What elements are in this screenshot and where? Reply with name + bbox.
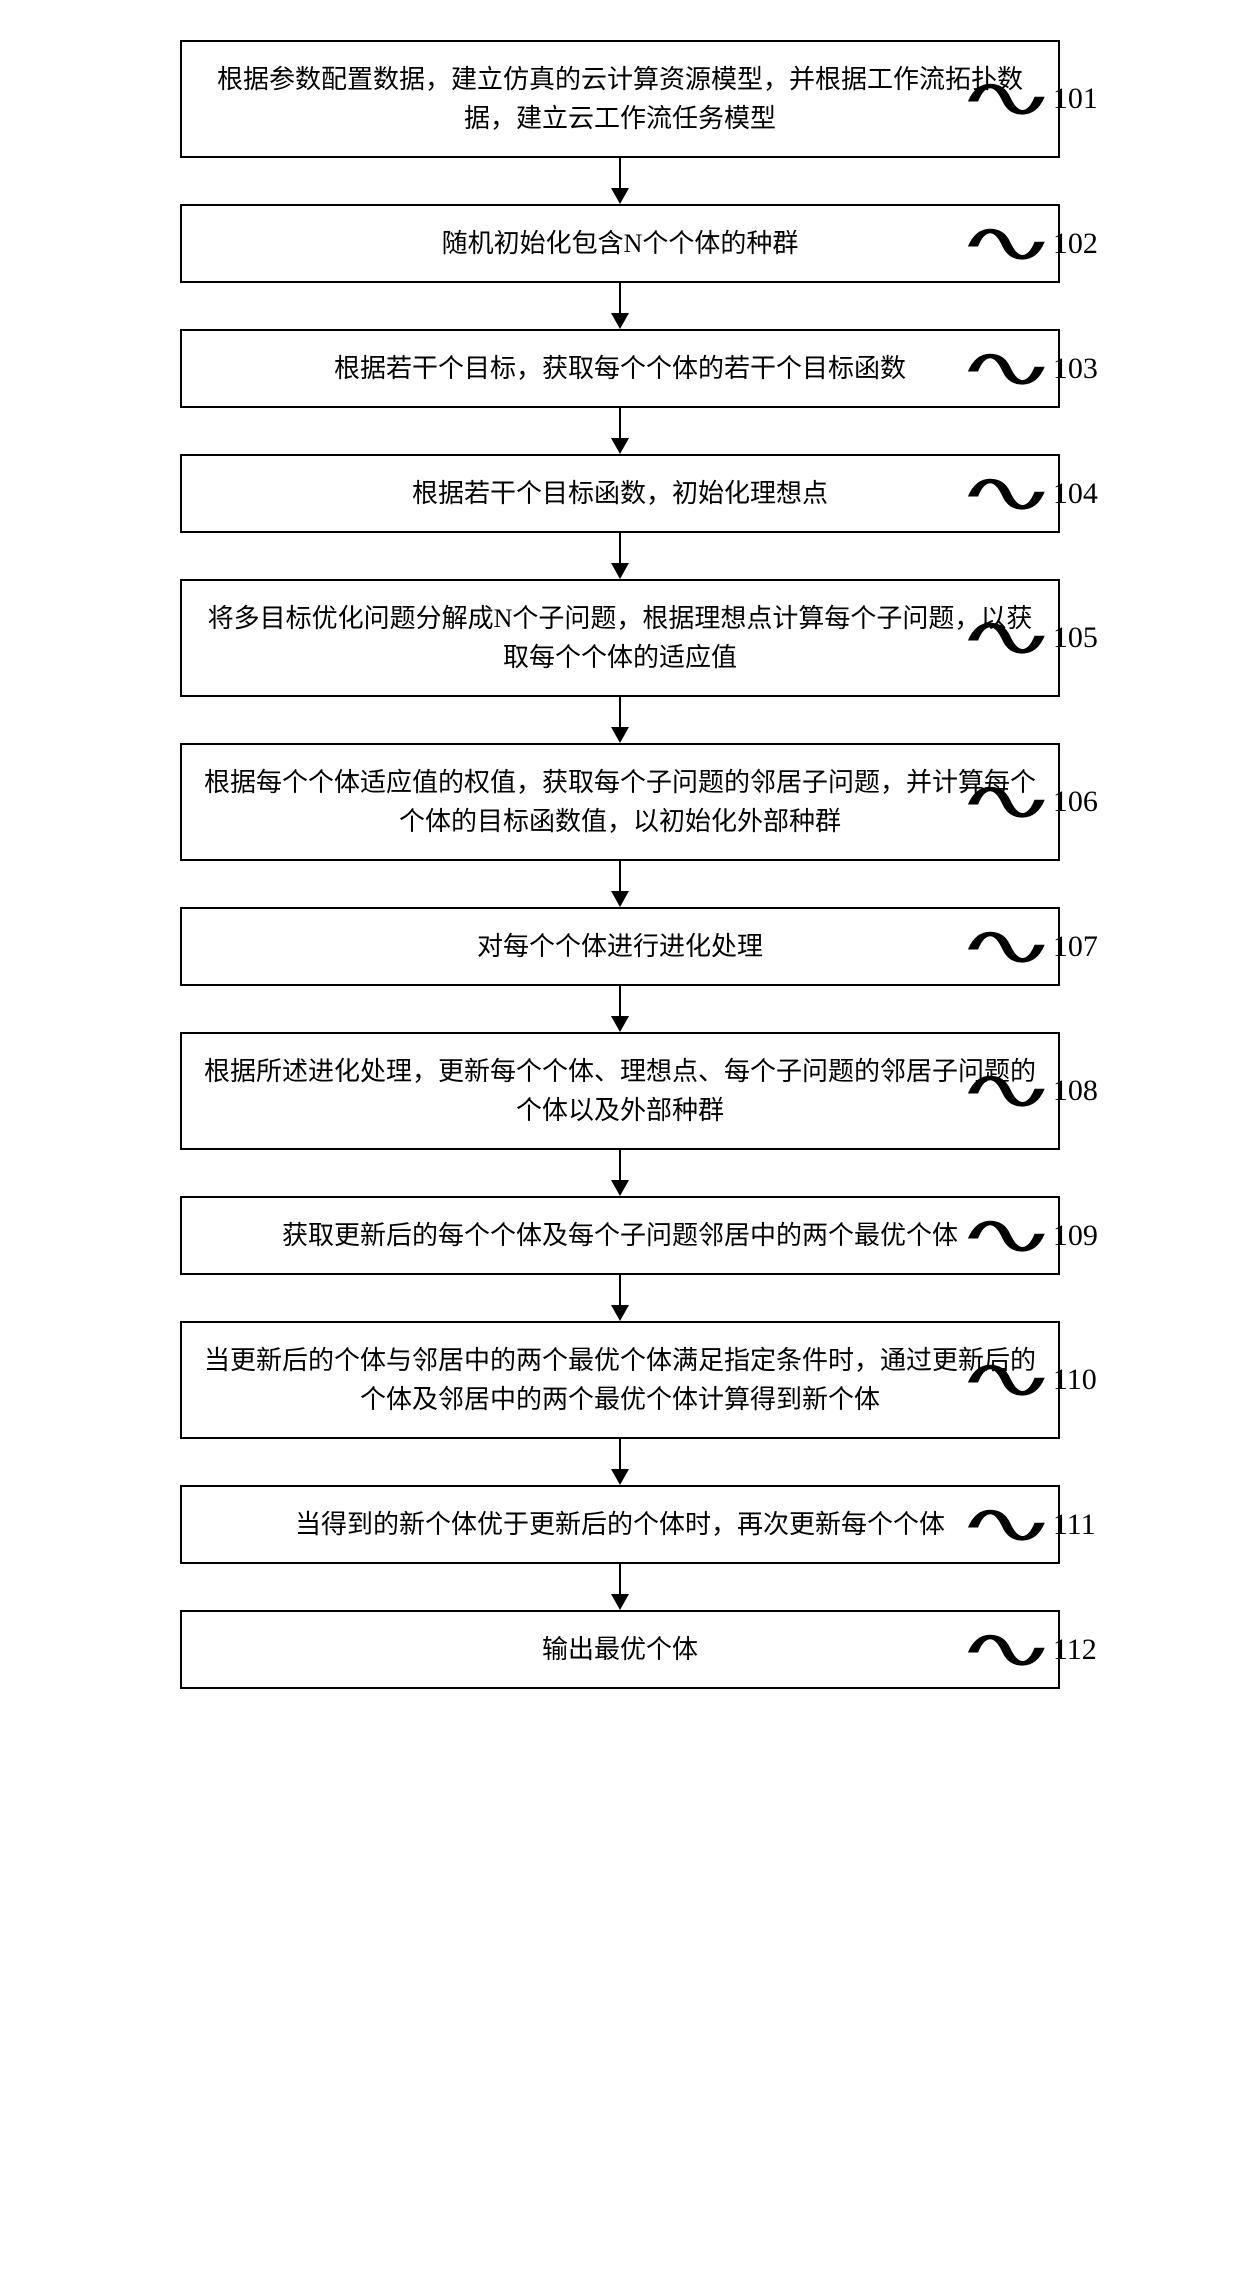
connector-tilde-icon: ∿ — [955, 624, 1058, 653]
step-number: 101 — [1053, 82, 1098, 116]
arrow-head — [611, 563, 629, 579]
step-box: 根据所述进化处理，更新每个个体、理想点、每个子问题的邻居子问题的个体以及外部种群 — [180, 1032, 1060, 1150]
step-label: ∿105 — [990, 621, 1098, 655]
arrow-down-icon — [611, 861, 629, 907]
step-box: 输出最优个体 — [180, 1610, 1060, 1689]
step-label: ∿109 — [990, 1219, 1098, 1253]
step-box: 获取更新后的每个个体及每个子问题邻居中的两个最优个体 — [180, 1196, 1060, 1275]
arrow-head — [611, 1180, 629, 1196]
arrow-line — [619, 158, 621, 189]
arrow-head — [611, 1469, 629, 1485]
connector-tilde-icon: ∿ — [955, 1366, 1058, 1395]
step-row: 获取更新后的每个个体及每个子问题邻居中的两个最优个体∿109 — [70, 1196, 1170, 1275]
step-number: 102 — [1053, 227, 1098, 261]
arrow-head — [611, 727, 629, 743]
step-box: 根据若干个目标函数，初始化理想点 — [180, 454, 1060, 533]
step-label: ∿111 — [990, 1508, 1096, 1542]
step-label: ∿106 — [990, 785, 1098, 819]
arrow-line — [619, 1439, 621, 1470]
step-row: 根据参数配置数据，建立仿真的云计算资源模型，并根据工作流拓扑数据，建立云工作流任… — [70, 40, 1170, 158]
arrow-down-icon — [611, 1439, 629, 1485]
connector-tilde-icon: ∿ — [955, 1221, 1058, 1250]
flowchart-container: 根据参数配置数据，建立仿真的云计算资源模型，并根据工作流拓扑数据，建立云工作流任… — [70, 40, 1170, 1689]
step-row: 将多目标优化问题分解成N个子问题，根据理想点计算每个子问题，以获取每个个体的适应… — [70, 579, 1170, 697]
connector-tilde-icon: ∿ — [955, 1635, 1058, 1664]
step-label: ∿108 — [990, 1074, 1098, 1108]
step-box: 根据参数配置数据，建立仿真的云计算资源模型，并根据工作流拓扑数据，建立云工作流任… — [180, 40, 1060, 158]
arrow-line — [619, 408, 621, 439]
connector-tilde-icon: ∿ — [955, 85, 1058, 114]
step-box: 随机初始化包含N个个体的种群 — [180, 204, 1060, 283]
arrow-head — [611, 1305, 629, 1321]
connector-tilde-icon: ∿ — [955, 788, 1058, 817]
arrow-down-icon — [611, 1150, 629, 1196]
step-box: 当得到的新个体优于更新后的个体时，再次更新每个个体 — [180, 1485, 1060, 1564]
step-number: 112 — [1053, 1633, 1097, 1667]
arrow-down-icon — [611, 697, 629, 743]
step-box: 根据若干个目标，获取每个个体的若干个目标函数 — [180, 329, 1060, 408]
arrow-line — [619, 1150, 621, 1181]
step-number: 111 — [1053, 1508, 1096, 1542]
step-label: ∿101 — [990, 82, 1098, 116]
connector-tilde-icon: ∿ — [955, 479, 1058, 508]
connector-tilde-icon: ∿ — [955, 229, 1058, 258]
arrow-line — [619, 283, 621, 314]
arrow-down-icon — [611, 1564, 629, 1610]
arrow-head — [611, 188, 629, 204]
step-row: 当得到的新个体优于更新后的个体时，再次更新每个个体∿111 — [70, 1485, 1170, 1564]
step-row: 根据若干个目标，获取每个个体的若干个目标函数∿103 — [70, 329, 1170, 408]
step-row: 输出最优个体∿112 — [70, 1610, 1170, 1689]
arrow-line — [619, 1275, 621, 1306]
arrow-line — [619, 986, 621, 1017]
connector-tilde-icon: ∿ — [955, 1510, 1058, 1539]
connector-tilde-icon: ∿ — [955, 1077, 1058, 1106]
step-row: 根据所述进化处理，更新每个个体、理想点、每个子问题的邻居子问题的个体以及外部种群… — [70, 1032, 1170, 1150]
step-label: ∿112 — [990, 1633, 1097, 1667]
arrow-head — [611, 313, 629, 329]
step-row: 随机初始化包含N个个体的种群∿102 — [70, 204, 1170, 283]
step-label: ∿107 — [990, 930, 1098, 964]
connector-tilde-icon: ∿ — [955, 932, 1058, 961]
arrow-down-icon — [611, 1275, 629, 1321]
arrow-down-icon — [611, 158, 629, 204]
arrow-down-icon — [611, 533, 629, 579]
step-label: ∿103 — [990, 352, 1098, 386]
step-box: 对每个个体进行进化处理 — [180, 907, 1060, 986]
step-row: 对每个个体进行进化处理∿107 — [70, 907, 1170, 986]
arrow-line — [619, 1564, 621, 1595]
step-label: ∿110 — [990, 1363, 1097, 1397]
step-row: 当更新后的个体与邻居中的两个最优个体满足指定条件时，通过更新后的个体及邻居中的两… — [70, 1321, 1170, 1439]
step-box: 将多目标优化问题分解成N个子问题，根据理想点计算每个子问题，以获取每个个体的适应… — [180, 579, 1060, 697]
step-box: 当更新后的个体与邻居中的两个最优个体满足指定条件时，通过更新后的个体及邻居中的两… — [180, 1321, 1060, 1439]
step-number: 103 — [1053, 352, 1098, 386]
step-number: 108 — [1053, 1074, 1098, 1108]
step-number: 106 — [1053, 785, 1098, 819]
step-number: 107 — [1053, 930, 1098, 964]
arrow-head — [611, 891, 629, 907]
step-box: 根据每个个体适应值的权值，获取每个子问题的邻居子问题，并计算每个个体的目标函数值… — [180, 743, 1060, 861]
arrow-head — [611, 438, 629, 454]
arrow-line — [619, 861, 621, 892]
arrow-line — [619, 697, 621, 728]
arrow-head — [611, 1016, 629, 1032]
step-label: ∿102 — [990, 227, 1098, 261]
step-label: ∿104 — [990, 477, 1098, 511]
arrow-down-icon — [611, 283, 629, 329]
step-number: 110 — [1053, 1363, 1097, 1397]
arrow-down-icon — [611, 986, 629, 1032]
step-number: 109 — [1053, 1219, 1098, 1253]
step-row: 根据每个个体适应值的权值，获取每个子问题的邻居子问题，并计算每个个体的目标函数值… — [70, 743, 1170, 861]
step-row: 根据若干个目标函数，初始化理想点∿104 — [70, 454, 1170, 533]
step-number: 105 — [1053, 621, 1098, 655]
arrow-line — [619, 533, 621, 564]
arrow-head — [611, 1594, 629, 1610]
arrow-down-icon — [611, 408, 629, 454]
connector-tilde-icon: ∿ — [955, 354, 1058, 383]
step-number: 104 — [1053, 477, 1098, 511]
